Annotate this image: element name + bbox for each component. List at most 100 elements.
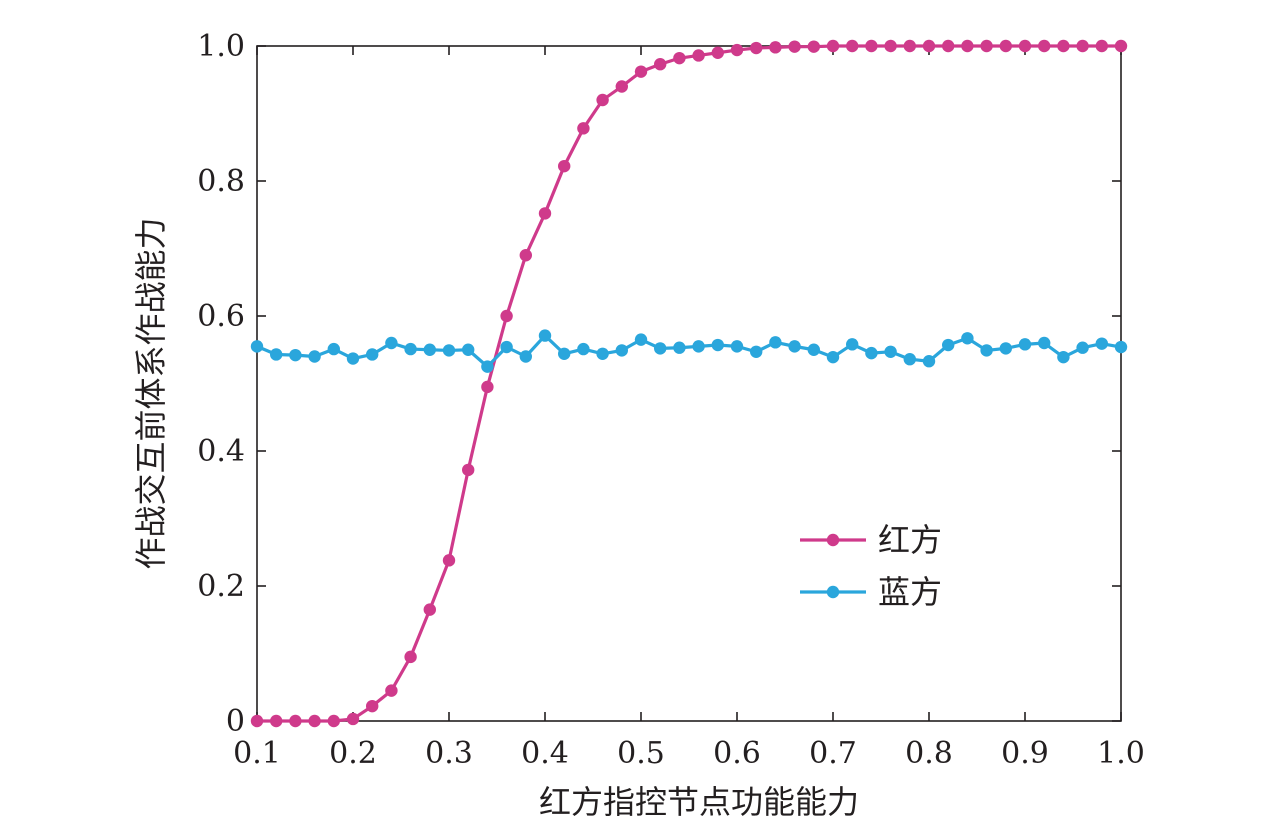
series-red — [250, 39, 1128, 728]
data-point — [999, 342, 1012, 355]
data-point — [596, 347, 609, 360]
data-point — [807, 343, 820, 356]
data-point — [903, 39, 916, 53]
data-point — [1076, 39, 1089, 53]
data-point — [922, 39, 936, 53]
data-point — [346, 712, 360, 726]
x-tick-label: 0.4 — [521, 736, 569, 771]
data-point — [327, 342, 340, 356]
data-point — [730, 340, 744, 353]
data-point — [865, 39, 878, 53]
data-point — [826, 39, 840, 53]
legend-marker — [826, 533, 840, 547]
y-axis-label: 作战交互前体系作战能力 — [132, 217, 170, 569]
data-point — [654, 342, 667, 355]
data-point — [750, 345, 763, 358]
data-point — [558, 159, 571, 173]
data-point — [596, 93, 609, 107]
data-point — [846, 338, 859, 351]
data-point — [577, 342, 590, 356]
data-point — [865, 346, 878, 360]
data-point — [692, 49, 705, 62]
data-point — [423, 343, 436, 356]
x-tick-label: 0.5 — [617, 736, 665, 771]
data-point — [442, 554, 456, 567]
data-point — [404, 650, 417, 664]
data-point — [615, 80, 628, 93]
data-point — [942, 338, 955, 352]
data-point — [692, 340, 705, 353]
data-point — [884, 345, 897, 358]
data-point — [462, 343, 475, 356]
data-point — [1114, 340, 1128, 354]
data-point — [711, 338, 724, 352]
x-tick-label: 1.0 — [1097, 736, 1145, 771]
data-point — [1095, 337, 1109, 350]
data-point — [922, 355, 936, 368]
data-point — [1038, 39, 1051, 53]
data-point — [711, 46, 724, 59]
data-point — [481, 380, 494, 394]
data-point — [481, 360, 494, 373]
x-tick-label: 0.7 — [809, 736, 857, 771]
data-point — [634, 65, 648, 78]
x-tick-label: 0.2 — [329, 736, 377, 771]
data-point — [327, 714, 340, 728]
data-point — [462, 463, 475, 477]
data-point — [289, 348, 302, 362]
data-point — [1057, 39, 1070, 53]
data-point — [980, 344, 993, 357]
data-point — [750, 41, 763, 55]
data-point — [884, 39, 897, 53]
data-point — [577, 122, 590, 135]
series-blue — [250, 329, 1128, 373]
data-point — [654, 58, 667, 71]
data-point — [961, 39, 974, 53]
series-group — [250, 39, 1128, 728]
data-point — [807, 40, 820, 53]
data-point — [942, 39, 955, 53]
y-tick-label: 0.8 — [197, 164, 245, 199]
data-point — [980, 39, 993, 53]
y-tick-label: 0 — [226, 704, 245, 739]
data-point — [270, 348, 283, 361]
data-point — [1038, 336, 1051, 350]
data-point — [1076, 341, 1089, 354]
data-point — [538, 207, 552, 220]
data-point — [846, 39, 859, 53]
data-point — [366, 699, 379, 713]
x-tick-label: 0.3 — [425, 736, 473, 771]
data-point — [1018, 338, 1032, 351]
data-point — [903, 353, 916, 366]
legend-label: 红方 — [878, 521, 942, 559]
data-point — [346, 352, 360, 365]
data-point — [442, 344, 456, 357]
data-point — [961, 332, 974, 345]
y-tick-label: 0.6 — [197, 299, 245, 334]
plot-frame — [256, 45, 1122, 722]
x-axis-label: 红方指控节点功能能力 — [539, 783, 859, 821]
data-point — [673, 51, 686, 65]
data-point — [500, 340, 513, 354]
data-point — [1018, 39, 1032, 53]
y-tick-label: 0.4 — [197, 434, 245, 469]
series-line — [256, 333, 1122, 369]
legend-item: 蓝方 — [800, 573, 942, 611]
x-tick-label: 0.1 — [233, 736, 281, 771]
data-point — [826, 350, 840, 364]
data-point — [289, 714, 302, 728]
data-point — [250, 714, 264, 728]
data-point — [385, 684, 398, 697]
data-point — [788, 40, 801, 53]
data-point — [634, 333, 648, 346]
data-point — [615, 344, 628, 357]
data-point — [673, 341, 686, 354]
data-point — [788, 340, 801, 353]
data-point — [1057, 350, 1070, 364]
x-tick-label: 0.6 — [713, 736, 761, 771]
data-point — [1114, 39, 1128, 53]
data-point — [519, 350, 532, 363]
data-point — [519, 249, 532, 262]
